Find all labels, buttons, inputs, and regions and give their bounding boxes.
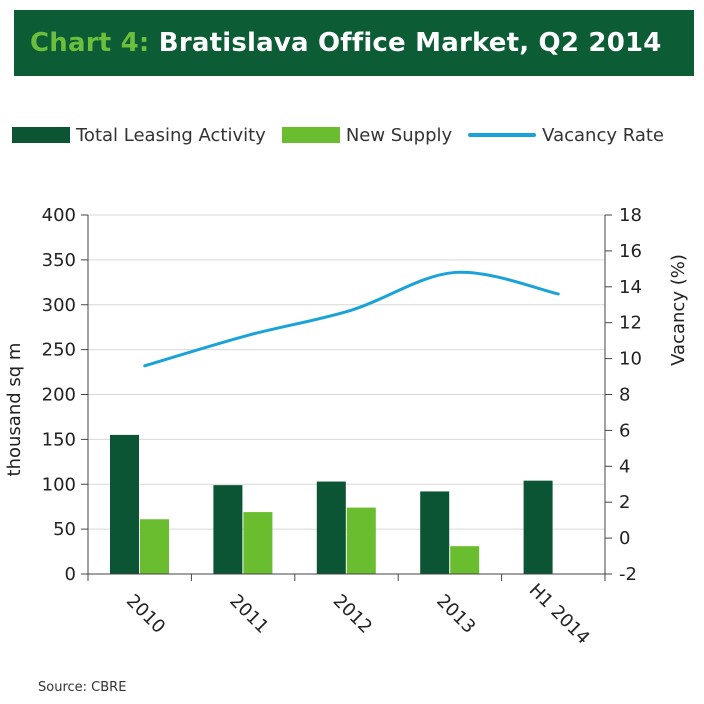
bar-leasing — [213, 485, 243, 574]
y-tick-label: 200 — [42, 385, 76, 406]
legend-swatch-supply — [281, 127, 340, 143]
y2-axis-title: Vacancy (%) — [668, 254, 689, 366]
y2-tick-label: 4 — [619, 456, 630, 477]
chart-header: Chart 4: Bratislava Office Market, Q2 20… — [14, 10, 694, 76]
y2-tick-label: -2 — [619, 564, 637, 585]
x-tick-label: 2012 — [329, 590, 376, 637]
bar-supply — [140, 519, 169, 574]
vacancy-line — [143, 270, 560, 368]
y-tick-label: 150 — [42, 429, 76, 450]
y-tick-label: 100 — [42, 474, 76, 495]
x-tick-label: H1 2014 — [525, 580, 594, 649]
chart-title-text: Bratislava Office Market, Q2 2014 — [158, 28, 662, 58]
y-tick-label: 0 — [65, 564, 76, 585]
source-note: Source: CBRE — [38, 680, 127, 695]
legend-label-vacancy: Vacancy Rate — [542, 124, 664, 146]
x-tick-label: 2013 — [432, 590, 479, 637]
y2-tick-label: 0 — [619, 528, 630, 549]
x-tick-label: 2011 — [225, 590, 272, 637]
legend-label-leasing: Total Leasing Activity — [76, 124, 266, 146]
chart-number: Chart 4: — [30, 28, 150, 58]
y2-tick-label: 14 — [619, 277, 642, 298]
y2-tick-label: 10 — [619, 349, 642, 370]
y2-tick-label: 8 — [619, 385, 630, 406]
y-axis-title: thousand sq m — [4, 343, 25, 477]
y-tick-label: 400 — [42, 205, 76, 226]
bar-leasing — [523, 480, 553, 574]
y-tick-label: 350 — [42, 250, 76, 271]
x-tick-label: 2010 — [122, 590, 169, 637]
y2-tick-label: 6 — [619, 420, 630, 441]
y2-tick-label: 2 — [619, 492, 630, 513]
bar-leasing — [316, 481, 346, 574]
y2-tick-label: 16 — [619, 241, 642, 262]
legend-swatch-leasing — [12, 127, 70, 143]
legend-item-supply: New Supply — [281, 124, 453, 146]
y-tick-label: 300 — [42, 295, 76, 316]
legend-item-leasing: Total Leasing Activity — [12, 125, 266, 146]
legend-item-vacancy: Vacancy Rate — [468, 125, 664, 146]
bar-leasing — [420, 491, 450, 574]
bar-supply — [450, 546, 480, 574]
legend: Total Leasing Activity New Supply Vacanc… — [12, 120, 692, 150]
bar-supply — [346, 507, 376, 574]
bar-leasing — [110, 434, 139, 574]
y-tick-label: 250 — [42, 340, 76, 361]
chart-title: Chart 4: Bratislava Office Market, Q2 20… — [30, 28, 662, 58]
legend-swatch-vacancy — [468, 133, 537, 137]
y2-tick-label: 18 — [619, 205, 642, 226]
y2-tick-label: 12 — [619, 313, 642, 334]
y-tick-label: 50 — [53, 519, 76, 540]
legend-label-supply: New Supply — [345, 124, 453, 146]
bar-supply — [243, 512, 273, 574]
